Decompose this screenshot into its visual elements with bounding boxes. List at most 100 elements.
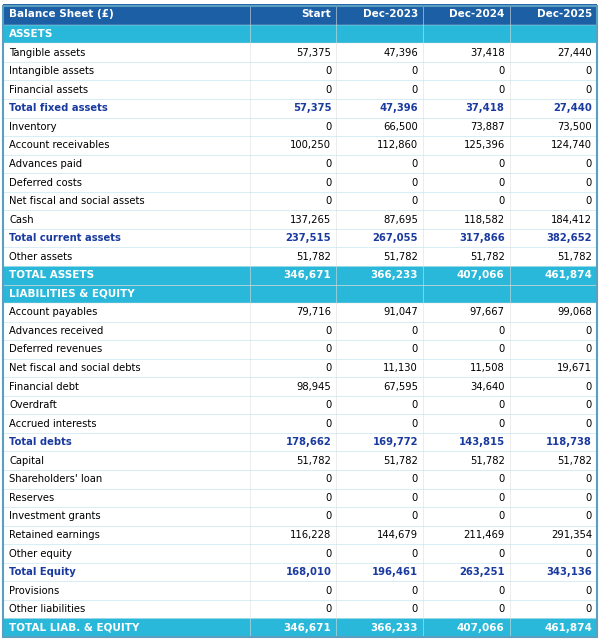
Bar <box>336 340 423 359</box>
Bar <box>3 581 250 600</box>
Bar <box>336 618 423 637</box>
Text: 0: 0 <box>325 159 331 169</box>
Text: 0: 0 <box>499 177 505 188</box>
Text: 0: 0 <box>586 474 592 484</box>
Text: 382,652: 382,652 <box>547 233 592 243</box>
Bar <box>509 525 597 544</box>
Text: Account receivables: Account receivables <box>9 140 110 150</box>
Bar <box>250 581 336 600</box>
Bar <box>3 488 250 507</box>
Bar <box>3 211 250 229</box>
Bar <box>423 3 509 25</box>
Bar <box>509 340 597 359</box>
Bar <box>509 155 597 173</box>
Text: Dec-2024: Dec-2024 <box>449 9 505 19</box>
Text: LIABILITIES & EQUITY: LIABILITIES & EQUITY <box>9 289 135 299</box>
Text: 51,782: 51,782 <box>557 252 592 262</box>
Text: 317,866: 317,866 <box>459 233 505 243</box>
Bar <box>3 81 250 99</box>
Bar <box>423 396 509 414</box>
Text: 0: 0 <box>499 66 505 76</box>
Text: Inventory: Inventory <box>9 122 56 132</box>
Bar <box>336 378 423 396</box>
Bar <box>336 433 423 451</box>
Text: Dec-2025: Dec-2025 <box>537 9 592 19</box>
Text: Other equity: Other equity <box>9 548 72 559</box>
Bar <box>250 488 336 507</box>
Text: 0: 0 <box>586 586 592 596</box>
Text: 19,671: 19,671 <box>557 363 592 373</box>
Text: 116,228: 116,228 <box>290 530 331 540</box>
Bar <box>3 136 250 155</box>
Text: 51,782: 51,782 <box>470 252 505 262</box>
Text: Other assets: Other assets <box>9 252 72 262</box>
Text: 196,461: 196,461 <box>372 567 418 577</box>
Bar <box>509 211 597 229</box>
Text: 67,595: 67,595 <box>383 381 418 392</box>
Text: 57,375: 57,375 <box>293 103 331 113</box>
Text: 73,887: 73,887 <box>470 122 505 132</box>
Bar <box>423 507 509 525</box>
Text: 97,667: 97,667 <box>470 307 505 317</box>
Text: Cash: Cash <box>9 214 34 225</box>
Bar <box>336 155 423 173</box>
Text: 0: 0 <box>586 177 592 188</box>
Text: 79,716: 79,716 <box>296 307 331 317</box>
Text: Investment grants: Investment grants <box>9 511 101 522</box>
Bar <box>250 3 336 25</box>
Bar <box>423 248 509 266</box>
Bar <box>3 600 250 618</box>
Bar <box>336 544 423 563</box>
Text: 0: 0 <box>499 344 505 355</box>
Bar <box>3 544 250 563</box>
Text: 178,662: 178,662 <box>286 437 331 447</box>
Bar <box>509 3 597 25</box>
Bar <box>250 451 336 470</box>
Bar <box>3 618 250 637</box>
Bar <box>423 378 509 396</box>
Bar <box>509 285 597 303</box>
Text: 263,251: 263,251 <box>459 567 505 577</box>
Bar <box>3 470 250 488</box>
Bar <box>423 25 509 44</box>
Bar <box>3 99 250 118</box>
Text: 0: 0 <box>325 363 331 373</box>
Bar <box>3 433 250 451</box>
Bar <box>336 229 423 248</box>
Text: 143,815: 143,815 <box>458 437 505 447</box>
Bar <box>336 136 423 155</box>
Bar <box>423 581 509 600</box>
Bar <box>509 488 597 507</box>
Text: 0: 0 <box>412 196 418 206</box>
Text: 27,440: 27,440 <box>557 47 592 58</box>
Text: 98,945: 98,945 <box>296 381 331 392</box>
Bar <box>250 99 336 118</box>
Text: 0: 0 <box>412 177 418 188</box>
Bar <box>336 488 423 507</box>
Text: 0: 0 <box>325 511 331 522</box>
Text: 51,782: 51,782 <box>557 456 592 466</box>
Text: 0: 0 <box>499 586 505 596</box>
Bar <box>336 507 423 525</box>
Bar <box>3 285 250 303</box>
Bar <box>3 25 250 44</box>
Text: Deferred revenues: Deferred revenues <box>9 344 102 355</box>
Text: 0: 0 <box>586 400 592 410</box>
Bar <box>336 248 423 266</box>
Text: Overdraft: Overdraft <box>9 400 57 410</box>
Bar <box>250 248 336 266</box>
Text: 346,671: 346,671 <box>283 270 331 280</box>
Text: 0: 0 <box>499 159 505 169</box>
Bar <box>423 44 509 62</box>
Bar <box>336 81 423 99</box>
Text: 0: 0 <box>499 548 505 559</box>
Text: 0: 0 <box>412 326 418 336</box>
Bar <box>250 563 336 581</box>
Text: Dec-2023: Dec-2023 <box>363 9 418 19</box>
Bar <box>3 44 250 62</box>
Text: 0: 0 <box>499 493 505 503</box>
Bar <box>423 285 509 303</box>
Bar <box>336 563 423 581</box>
Bar <box>3 118 250 136</box>
Bar <box>423 211 509 229</box>
